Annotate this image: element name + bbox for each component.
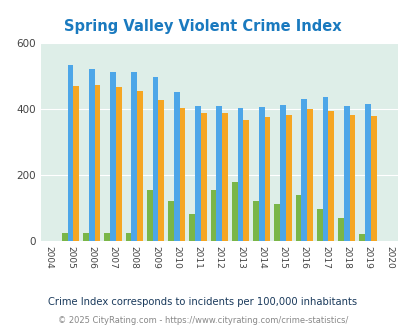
Bar <box>94 85 100 241</box>
Bar <box>307 109 312 241</box>
Bar <box>216 106 222 241</box>
Bar <box>210 190 216 241</box>
Bar <box>115 87 121 241</box>
Text: Crime Index corresponds to incidents per 100,000 inhabitants: Crime Index corresponds to incidents per… <box>48 297 357 307</box>
Bar <box>67 65 73 241</box>
Bar <box>173 92 179 241</box>
Bar <box>349 115 354 241</box>
Bar <box>243 120 249 241</box>
Bar <box>253 201 258 241</box>
Bar <box>125 233 131 241</box>
Bar <box>73 86 79 241</box>
Bar <box>131 72 137 241</box>
Bar <box>343 106 349 241</box>
Bar <box>137 91 143 241</box>
Bar <box>274 204 279 241</box>
Bar <box>168 201 173 241</box>
Bar <box>301 99 307 241</box>
Bar <box>62 233 67 241</box>
Bar <box>316 209 322 241</box>
Bar <box>152 77 158 241</box>
Bar <box>179 108 185 241</box>
Bar <box>195 106 200 241</box>
Bar <box>322 97 328 241</box>
Bar <box>337 218 343 241</box>
Bar <box>231 182 237 241</box>
Bar <box>147 190 152 241</box>
Text: © 2025 CityRating.com - https://www.cityrating.com/crime-statistics/: © 2025 CityRating.com - https://www.city… <box>58 316 347 325</box>
Bar <box>104 233 110 241</box>
Bar <box>295 195 301 241</box>
Bar <box>285 115 291 241</box>
Bar <box>222 113 227 241</box>
Bar <box>89 69 94 241</box>
Bar <box>110 72 115 241</box>
Bar <box>358 234 364 241</box>
Bar <box>328 111 333 241</box>
Bar <box>189 214 195 241</box>
Bar <box>158 100 164 241</box>
Bar <box>364 104 370 241</box>
Text: Spring Valley Violent Crime Index: Spring Valley Violent Crime Index <box>64 19 341 34</box>
Bar <box>237 108 243 241</box>
Bar <box>370 116 376 241</box>
Bar <box>83 233 89 241</box>
Bar <box>264 117 270 241</box>
Bar <box>279 105 285 241</box>
Bar <box>200 113 206 241</box>
Bar <box>258 107 264 241</box>
